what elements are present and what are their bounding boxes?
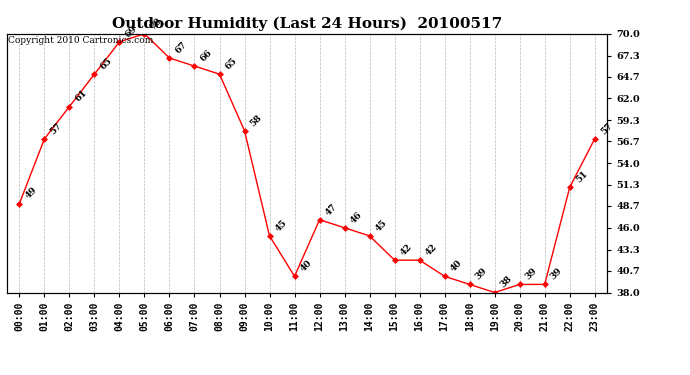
- Text: 40: 40: [448, 258, 464, 273]
- Text: 49: 49: [23, 186, 39, 201]
- Text: Copyright 2010 Cartronics.com: Copyright 2010 Cartronics.com: [8, 36, 153, 45]
- Text: 46: 46: [348, 210, 364, 225]
- Text: 70: 70: [148, 16, 164, 31]
- Text: 65: 65: [224, 56, 239, 71]
- Text: 47: 47: [324, 202, 339, 217]
- Text: 66: 66: [199, 48, 214, 63]
- Text: 51: 51: [574, 170, 589, 184]
- Text: 40: 40: [299, 258, 314, 273]
- Text: 38: 38: [499, 274, 514, 290]
- Text: 39: 39: [474, 266, 489, 282]
- Text: 39: 39: [524, 266, 539, 282]
- Text: 42: 42: [399, 242, 414, 257]
- Text: 45: 45: [374, 218, 389, 233]
- Text: 65: 65: [99, 56, 114, 71]
- Text: 39: 39: [549, 266, 564, 282]
- Text: 57: 57: [48, 121, 63, 136]
- Text: 45: 45: [274, 218, 289, 233]
- Text: 69: 69: [124, 24, 139, 39]
- Text: 58: 58: [248, 113, 264, 128]
- Text: 57: 57: [599, 121, 614, 136]
- Title: Outdoor Humidity (Last 24 Hours)  20100517: Outdoor Humidity (Last 24 Hours) 2010051…: [112, 17, 502, 31]
- Text: 61: 61: [74, 88, 89, 104]
- Text: 67: 67: [174, 40, 189, 55]
- Text: 42: 42: [424, 242, 439, 257]
